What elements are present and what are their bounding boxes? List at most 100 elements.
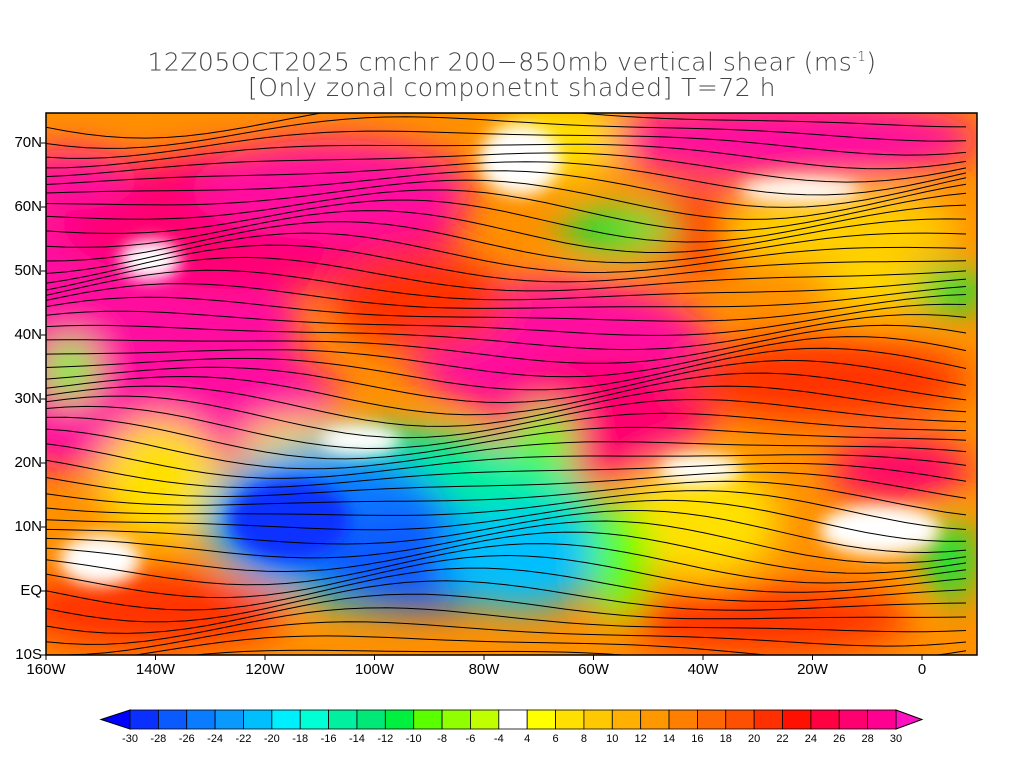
colorbar-box: [782, 709, 812, 730]
lon-label: 160W: [26, 661, 66, 678]
shading-patch: [660, 455, 740, 485]
colorbar-label: 26: [833, 733, 846, 745]
title-text: 12Z05OCT2025 cmchr 200−850mb vertical sh…: [147, 47, 853, 77]
streamline: [46, 116, 967, 149]
shading-blob: [100, 420, 220, 540]
lon-label: 80W: [468, 661, 500, 678]
title-unit-exponent: -1: [852, 50, 867, 65]
colorbar-label: -26: [178, 733, 195, 745]
streamline: [46, 621, 967, 655]
colorbar-label: 12: [634, 733, 647, 745]
colorbar-label: 22: [776, 733, 789, 745]
colorbar-label: -8: [437, 733, 447, 745]
streamline: [46, 244, 967, 284]
streamline: [46, 580, 967, 623]
colorbar-label: 8: [580, 733, 587, 745]
colorbar-label: -4: [493, 733, 504, 745]
colorbar-box: [838, 709, 869, 730]
colorbar-label: 10: [606, 733, 619, 745]
title-paren: ): [866, 47, 877, 77]
streamline: [46, 210, 967, 253]
lat-label: 70N: [14, 134, 42, 151]
colorbar-label: -16: [320, 733, 337, 745]
lon-label: 20W: [797, 661, 828, 678]
colorbar-box: [697, 709, 727, 730]
streamline: [46, 113, 967, 139]
colorbar-box: [526, 709, 556, 730]
lat-label: 10N: [14, 518, 42, 535]
shading-blob: [46, 150, 140, 210]
colorbar-label: 14: [662, 733, 676, 745]
lon-label: 120W: [245, 661, 285, 678]
streamline: [46, 143, 967, 170]
streamline: [46, 199, 967, 243]
colorbar-box: [640, 709, 670, 730]
colorbar-box: [555, 709, 585, 730]
colorbar-label: 30: [889, 733, 903, 745]
colorbar-label: 16: [691, 733, 704, 745]
streamline: [46, 499, 967, 542]
colorbar-box: [214, 709, 244, 730]
lat-label: 50N: [14, 262, 42, 279]
colorbar-box: [810, 709, 840, 730]
colorbar-label: -18: [292, 733, 309, 745]
colorbar-box: [498, 709, 528, 730]
lon-label: 0: [917, 661, 927, 678]
colorbar-box: [384, 709, 415, 730]
colorbar-label: -12: [377, 733, 394, 745]
lat-label: 40N: [14, 326, 42, 343]
colorbar-label: 6: [552, 733, 559, 745]
shading-patch: [480, 125, 560, 195]
lon-label: 60W: [578, 661, 609, 678]
streamline: [46, 232, 967, 275]
colorbar-box: [271, 709, 301, 730]
colorbar-box: [186, 709, 216, 730]
streamline: [46, 161, 967, 196]
streamline: [46, 480, 967, 516]
colorbar-box: [356, 709, 386, 730]
streamline: [46, 471, 967, 499]
plot-title-line2: [Only zonal componetnt shaded] T=72 h: [248, 73, 776, 102]
shading-blob: [440, 510, 600, 610]
streamline: [46, 336, 967, 378]
shading-blob: [670, 340, 970, 420]
streamline: [46, 531, 967, 574]
streamline: [46, 372, 967, 416]
colorbar-label: -28: [150, 733, 167, 745]
lat-label: 10S: [15, 646, 42, 663]
colorbar-box: [129, 709, 159, 730]
shading-blob: [600, 113, 977, 180]
streamline: [46, 567, 967, 611]
streamline: [46, 607, 967, 645]
shading-patch: [740, 178, 860, 202]
colorbar-label: -14: [349, 733, 365, 745]
streamline: [46, 405, 967, 450]
streamline: [46, 314, 967, 351]
lat-label: 60N: [14, 198, 42, 215]
colorbar-box: [611, 709, 642, 730]
streamline: [46, 256, 967, 292]
streamline: [46, 347, 967, 391]
colorbar-box: [299, 709, 329, 730]
streamline: [46, 385, 967, 427]
colorbar-box: [470, 709, 500, 730]
colorbar-label: 24: [804, 733, 817, 745]
colorbar-box: [668, 709, 698, 730]
lon-label: 140W: [135, 661, 176, 678]
shading-blob: [620, 460, 780, 580]
streamline: [46, 490, 967, 530]
lat-label: 20N: [14, 454, 42, 471]
shading-blob: [46, 570, 290, 650]
colorbar-label: 18: [719, 733, 732, 745]
lon-label: 40W: [687, 661, 719, 678]
colorbar-label: -10: [405, 733, 422, 745]
lat-label: 30N: [14, 390, 42, 407]
streamline: [46, 554, 967, 599]
streamline: [46, 189, 967, 232]
colorbar-box: [413, 709, 443, 730]
streamline: [46, 130, 967, 159]
shading-blob: [820, 270, 940, 310]
streamline: [46, 359, 967, 404]
streamline: [46, 283, 967, 309]
shading-blob: [590, 500, 650, 620]
